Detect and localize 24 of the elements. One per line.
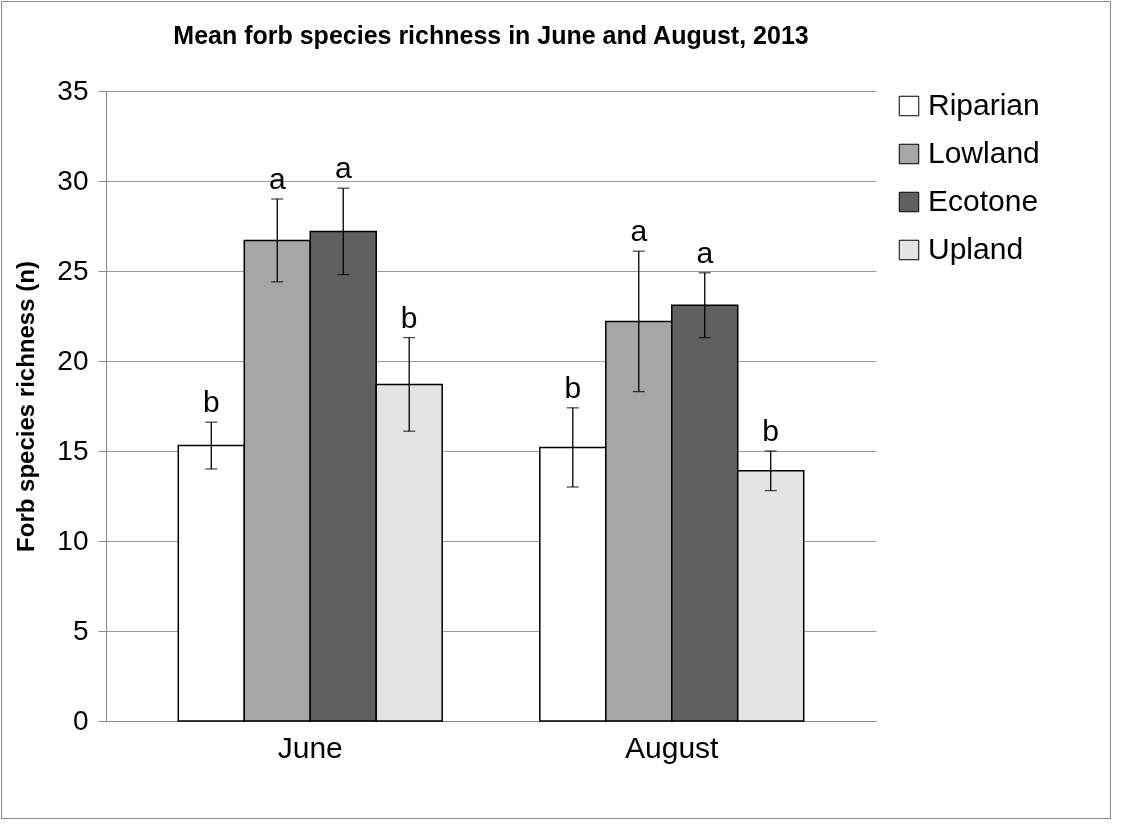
annotation: b — [400, 300, 418, 334]
y-tick-label: 15 — [57, 434, 89, 466]
annotation: a — [334, 151, 352, 185]
annotation: a — [696, 235, 714, 269]
annotation: a — [268, 162, 286, 195]
y-tick-label: 35 — [57, 74, 89, 106]
annotation: b — [202, 385, 220, 419]
y-tick-label: 30 — [57, 164, 89, 196]
legend-label: Lowland — [928, 136, 1040, 169]
y-tick-label: 0 — [72, 704, 89, 736]
x-tick-label: June — [277, 730, 343, 764]
x-tick-label: August — [625, 730, 720, 764]
y-tick-label: 10 — [57, 524, 89, 556]
legend-label: Ecotone — [928, 184, 1039, 217]
chart-title: Mean forb species richness in June and August, 2013 — [173, 21, 809, 49]
y-tick-label: 25 — [57, 254, 89, 286]
y-axis-title: Forb species richness (n) — [12, 261, 40, 552]
annotation: b — [762, 414, 780, 447]
annotation: a — [630, 214, 648, 248]
annotation: b — [564, 370, 582, 404]
y-tick-label: 20 — [57, 344, 89, 376]
legend-label: Riparian — [928, 88, 1040, 121]
y-tick-label: 5 — [72, 614, 89, 646]
legend-label: Upland — [928, 232, 1024, 265]
